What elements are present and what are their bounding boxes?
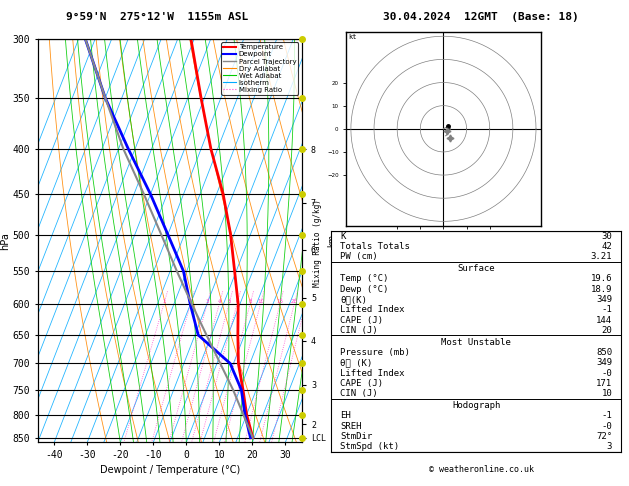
Text: 6: 6 — [235, 299, 238, 304]
Text: 1: 1 — [162, 299, 165, 304]
Text: Dewp (°C): Dewp (°C) — [340, 285, 389, 294]
Text: Pressure (mb): Pressure (mb) — [340, 348, 410, 357]
Text: Surface: Surface — [457, 264, 495, 273]
Text: CAPE (J): CAPE (J) — [340, 379, 383, 388]
Text: 30.04.2024  12GMT  (Base: 18): 30.04.2024 12GMT (Base: 18) — [383, 12, 579, 22]
Text: 2: 2 — [189, 299, 192, 304]
Text: 3: 3 — [607, 442, 612, 451]
Text: Hodograph: Hodograph — [452, 401, 500, 410]
Text: K: K — [340, 231, 345, 241]
Text: CAPE (J): CAPE (J) — [340, 315, 383, 325]
Text: θᴇ (K): θᴇ (K) — [340, 358, 372, 367]
Text: 19.6: 19.6 — [591, 274, 612, 283]
Text: 3: 3 — [205, 299, 209, 304]
Text: SREH: SREH — [340, 422, 362, 431]
X-axis label: Dewpoint / Temperature (°C): Dewpoint / Temperature (°C) — [100, 466, 240, 475]
Text: Most Unstable: Most Unstable — [441, 338, 511, 347]
Text: 20: 20 — [601, 326, 612, 335]
Text: 10: 10 — [601, 389, 612, 398]
Text: 42: 42 — [601, 242, 612, 251]
Text: StmSpd (kt): StmSpd (kt) — [340, 442, 399, 451]
Text: kt: kt — [348, 34, 357, 40]
Text: 850: 850 — [596, 348, 612, 357]
Text: © weatheronline.co.uk: © weatheronline.co.uk — [429, 465, 533, 474]
Text: 10: 10 — [257, 299, 264, 304]
Text: CIN (J): CIN (J) — [340, 326, 378, 335]
Text: -1: -1 — [601, 411, 612, 420]
Text: 144: 144 — [596, 315, 612, 325]
Text: Totals Totals: Totals Totals — [340, 242, 410, 251]
Text: -0: -0 — [601, 368, 612, 378]
Text: 15: 15 — [276, 299, 284, 304]
Text: CIN (J): CIN (J) — [340, 389, 378, 398]
Text: 18.9: 18.9 — [591, 285, 612, 294]
Text: -0: -0 — [601, 422, 612, 431]
Y-axis label: km
ASL: km ASL — [327, 233, 347, 248]
Text: θᴇ(K): θᴇ(K) — [340, 295, 367, 304]
Legend: Temperature, Dewpoint, Parcel Trajectory, Dry Adiabat, Wet Adiabat, Isotherm, Mi: Temperature, Dewpoint, Parcel Trajectory… — [221, 42, 298, 95]
Text: 4: 4 — [218, 299, 221, 304]
Text: 20: 20 — [291, 299, 298, 304]
Text: 349: 349 — [596, 295, 612, 304]
Text: StmDir: StmDir — [340, 432, 372, 441]
Text: Temp (°C): Temp (°C) — [340, 274, 389, 283]
Text: 171: 171 — [596, 379, 612, 388]
Text: 30: 30 — [601, 231, 612, 241]
Text: Lifted Index: Lifted Index — [340, 305, 404, 314]
Text: Lifted Index: Lifted Index — [340, 368, 404, 378]
Text: 8: 8 — [248, 299, 252, 304]
Text: 9°59'N  275°12'W  1155m ASL: 9°59'N 275°12'W 1155m ASL — [66, 12, 248, 22]
Text: 3.21: 3.21 — [591, 252, 612, 261]
Text: Mixing Ratio (g/kg): Mixing Ratio (g/kg) — [313, 199, 322, 287]
Text: EH: EH — [340, 411, 351, 420]
Text: 349: 349 — [596, 358, 612, 367]
Text: 25: 25 — [302, 299, 309, 304]
Text: PW (cm): PW (cm) — [340, 252, 378, 261]
Text: -1: -1 — [601, 305, 612, 314]
Text: 5: 5 — [227, 299, 231, 304]
Text: 72°: 72° — [596, 432, 612, 441]
Y-axis label: hPa: hPa — [0, 232, 9, 249]
